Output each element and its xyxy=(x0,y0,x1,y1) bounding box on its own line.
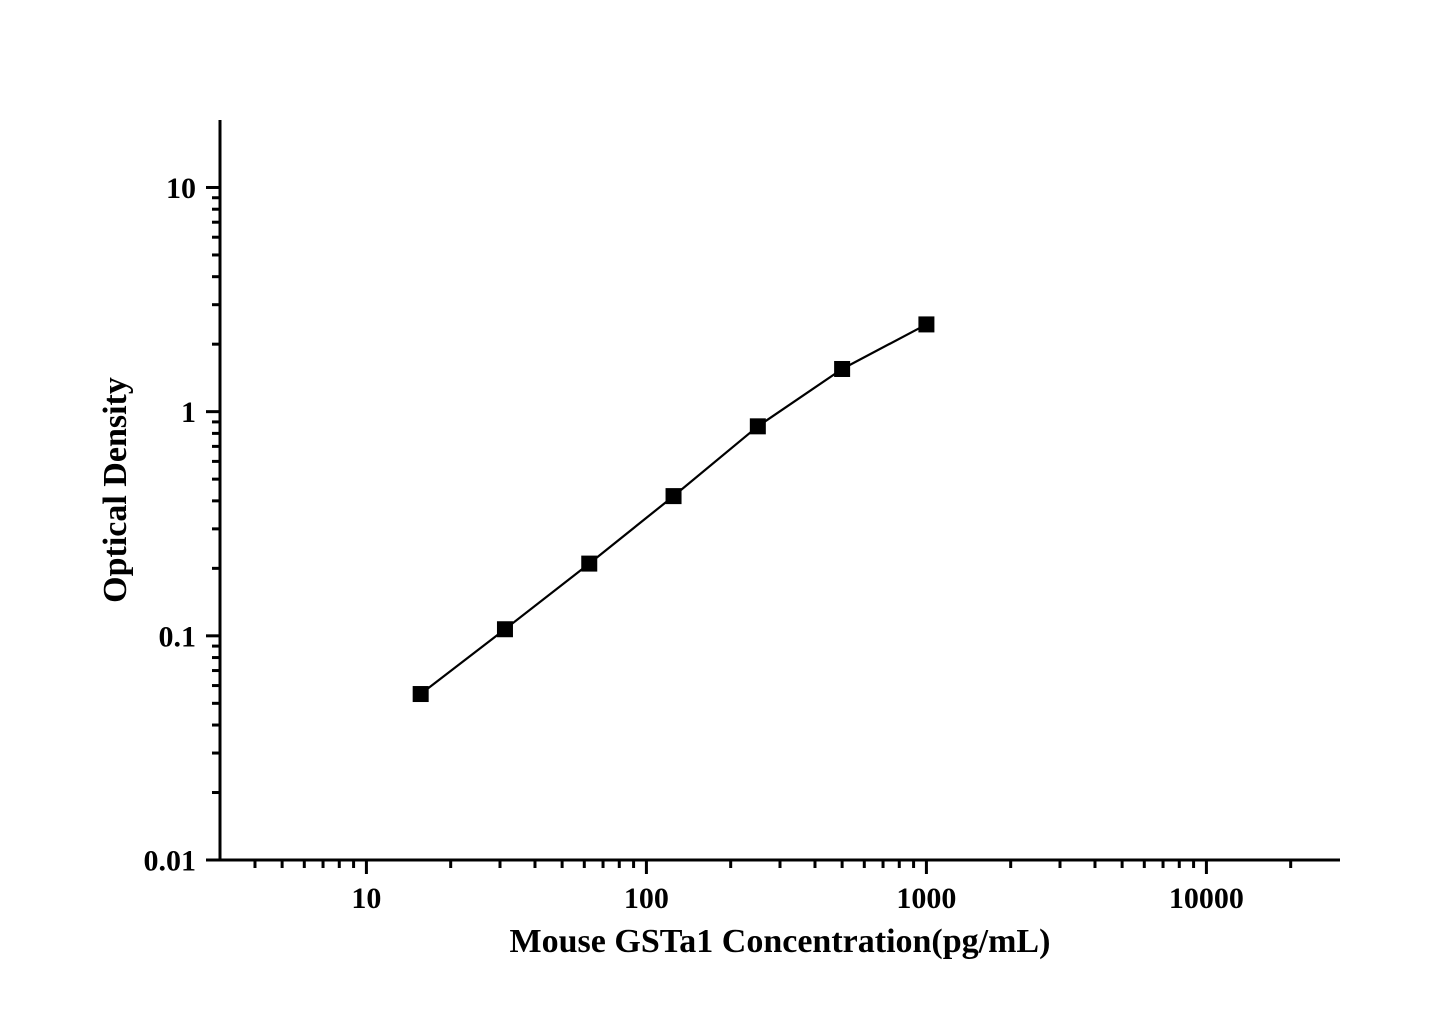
data-marker xyxy=(497,621,513,637)
x-axis-label: Mouse GSTa1 Concentration(pg/mL) xyxy=(510,923,1051,960)
y-axis-label: Optical Density xyxy=(97,377,134,603)
x-tick-label: 10000 xyxy=(1169,882,1244,915)
x-tick-label: 100 xyxy=(624,882,669,915)
data-marker xyxy=(834,361,850,377)
data-marker xyxy=(918,316,934,332)
y-tick-label: 0.01 xyxy=(144,845,197,878)
data-marker xyxy=(666,488,682,504)
y-tick-label: 10 xyxy=(166,172,196,205)
x-tick-label: 1000 xyxy=(896,882,956,915)
standard-curve-chart: 10 100 1000 10000 Mouse GSTa1 Concentration(… xyxy=(0,0,1445,1009)
data-marker xyxy=(581,556,597,572)
y-tick-label: 0.1 xyxy=(159,620,197,653)
x-tick-label: 10 xyxy=(351,882,381,915)
data-marker xyxy=(750,418,766,434)
data-marker xyxy=(413,686,429,702)
chart-container: 10 100 1000 10000 Mouse GSTa1 Concentration(… xyxy=(0,0,1445,1009)
y-tick-label: 1 xyxy=(181,396,196,429)
